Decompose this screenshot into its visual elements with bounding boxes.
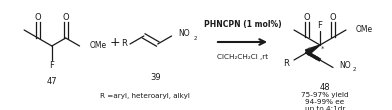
Text: +: + — [110, 36, 120, 49]
Text: NO: NO — [179, 29, 190, 38]
Text: 94-99% ee: 94-99% ee — [305, 99, 345, 105]
Text: 39: 39 — [151, 73, 161, 82]
Text: up to 4:1dr: up to 4:1dr — [305, 106, 345, 110]
Text: O: O — [304, 13, 310, 22]
Text: *: * — [309, 47, 312, 52]
Text: ClCH₂CH₂Cl ,rt: ClCH₂CH₂Cl ,rt — [217, 54, 268, 60]
Text: 2: 2 — [353, 67, 356, 72]
Text: 2: 2 — [194, 36, 197, 40]
Text: O: O — [330, 13, 336, 22]
Text: R: R — [121, 39, 127, 49]
Polygon shape — [305, 45, 320, 55]
Text: O: O — [62, 13, 69, 21]
Text: PHNCPN (1 mol%): PHNCPN (1 mol%) — [204, 20, 281, 29]
Text: R =aryl, heteroaryl, alkyl: R =aryl, heteroaryl, alkyl — [100, 93, 190, 99]
Text: *: * — [321, 46, 325, 52]
Text: 75-97% yield: 75-97% yield — [301, 92, 349, 98]
Text: F: F — [49, 61, 54, 70]
Text: O: O — [34, 13, 41, 21]
Text: 47: 47 — [47, 78, 57, 86]
Text: OMe: OMe — [89, 40, 107, 50]
Text: OMe: OMe — [356, 26, 373, 35]
Text: NO: NO — [339, 61, 350, 70]
Text: 48: 48 — [320, 82, 330, 92]
Text: F: F — [318, 20, 323, 29]
Text: R: R — [283, 59, 289, 68]
